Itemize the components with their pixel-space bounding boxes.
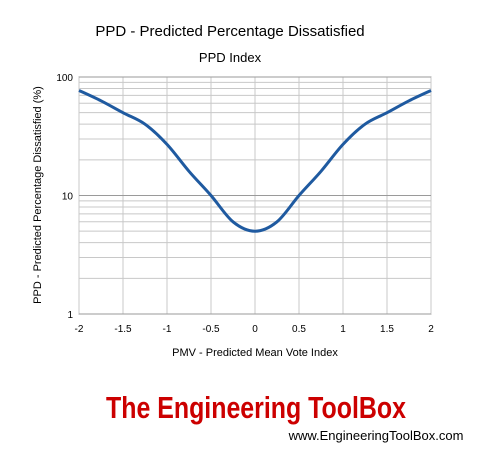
brand-name: The Engineering ToolBox [106, 390, 407, 425]
x-tick-label: -2 [75, 324, 84, 335]
x-tick-label: 2 [428, 324, 434, 335]
x-tick-label: 0 [252, 324, 258, 335]
series-line-ppd [78, 89, 432, 233]
brand-url: www.EngineeringToolBox.com [288, 428, 464, 443]
x-axis-label: PMV - Predicted Mean Vote Index [172, 347, 338, 359]
grid [78, 76, 432, 315]
x-tick-label: 1.5 [380, 324, 394, 335]
chart-subtitle: PPD Index [199, 50, 262, 65]
y-tick-label: 10 [62, 192, 74, 203]
y-tick-label: 100 [56, 73, 73, 84]
plot-area [78, 76, 432, 315]
x-axis-ticks: -2 -1.5 -1 -0.5 0 0.5 1 1.5 2 [75, 324, 435, 335]
x-tick-label: 1 [340, 324, 346, 335]
chart-title: PPD - Predicted Percentage Dissatisfied [95, 23, 364, 40]
brand-logo: The Engineering ToolBox www.EngineeringT… [106, 390, 463, 443]
series-layer [78, 89, 432, 233]
x-tick-label: -1.5 [114, 324, 132, 335]
y-tick-label: 1 [67, 310, 73, 321]
x-tick-label: -1 [163, 324, 172, 335]
x-tick-label: 0.5 [292, 324, 306, 335]
y-axis-label: PPD - Predicted Percentage Dissatisfied … [32, 86, 44, 304]
y-axis-ticks: 1 10 100 [56, 73, 73, 321]
x-tick-label: -0.5 [202, 324, 220, 335]
